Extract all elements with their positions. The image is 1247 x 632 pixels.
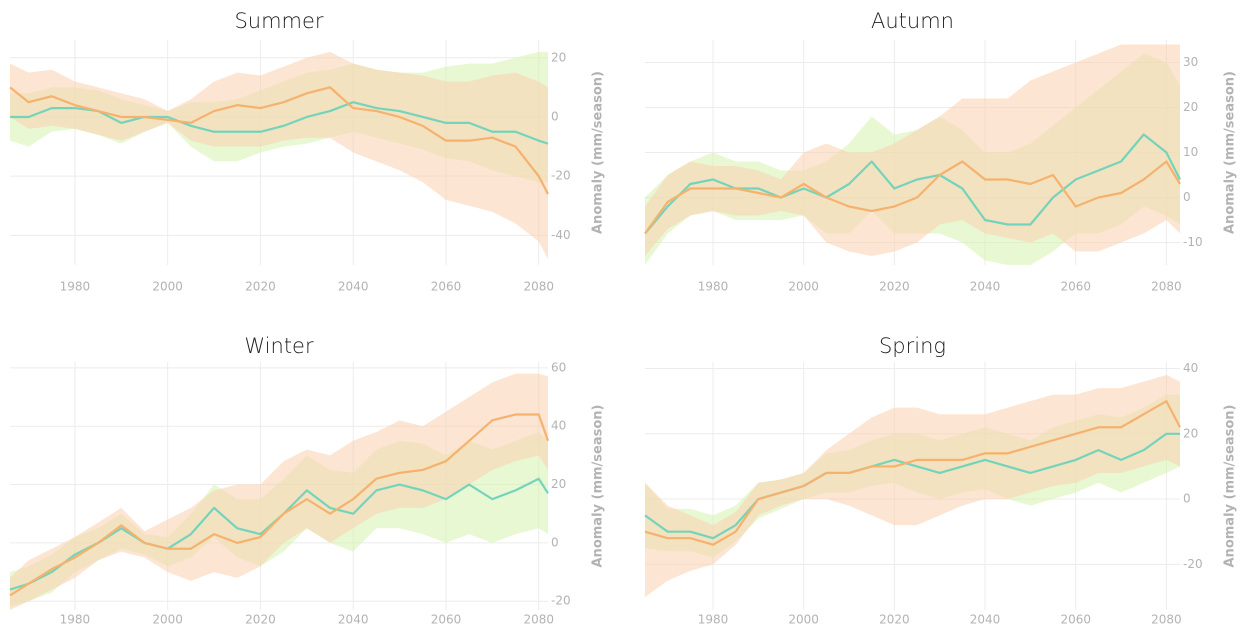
line [9, 86, 549, 195]
x-tick-label: 2060 [431, 280, 462, 294]
x-tick-label: 2000 [152, 280, 183, 294]
x-tick-label: 2000 [788, 613, 819, 627]
y-axis-label: Anomaly (mm/season) [1223, 405, 1238, 568]
y-axis-label: Anomaly (mm/season) [1223, 71, 1238, 234]
x-tick-label: 2080 [1151, 280, 1182, 294]
x-tick-label: 2060 [431, 613, 462, 627]
y-tick-label: 30 [1183, 55, 1198, 69]
y-tick-label: 10 [1183, 145, 1198, 159]
line [644, 432, 1180, 540]
chart-title: Spring [879, 334, 946, 358]
line [9, 413, 550, 597]
band [10, 373, 548, 610]
y-tick-label: 0 [551, 109, 559, 123]
x-tick-label: 2000 [788, 280, 819, 294]
x-tick-label: 2000 [152, 613, 183, 627]
band [10, 51, 548, 260]
y-tick-label: 0 [551, 535, 559, 549]
x-tick-label: 1980 [698, 613, 729, 627]
y-tick-label: 20 [1183, 426, 1198, 440]
x-tick-label: 2040 [970, 613, 1001, 627]
x-tick-label: 1980 [698, 280, 729, 294]
chart-title: Winter [244, 334, 314, 358]
y-tick-label: -20 [1183, 557, 1203, 571]
band [645, 44, 1180, 256]
x-tick-label: 2080 [523, 280, 554, 294]
x-tick-label: 2060 [1060, 613, 1091, 627]
y-tick-label: -20 [551, 169, 571, 183]
x-tick-label: 2020 [245, 613, 276, 627]
chart-title: Autumn [871, 9, 954, 33]
x-tick-label: 2040 [970, 280, 1001, 294]
x-tick-label: 2020 [879, 280, 910, 294]
y-axis-label: Anomaly (mm/season) [591, 405, 606, 568]
y-tick-label: -40 [551, 228, 571, 242]
y-tick-label: -10 [1183, 235, 1203, 249]
x-tick-label: 2040 [338, 613, 369, 627]
y-tick-label: 60 [551, 360, 566, 374]
line [644, 400, 1181, 546]
y-tick-label: 40 [551, 419, 566, 433]
chart-title: Summer [234, 9, 323, 33]
x-tick-label: 1980 [60, 613, 91, 627]
x-tick-label: 2020 [245, 280, 276, 294]
x-tick-label: 2080 [523, 613, 554, 627]
x-tick-label: 2020 [879, 613, 910, 627]
y-tick-label: 40 [1183, 361, 1198, 375]
band [645, 375, 1180, 597]
x-tick-label: 2080 [1151, 613, 1182, 627]
y-axis-label: Anomaly (mm/season) [591, 71, 606, 234]
line [644, 160, 1181, 235]
y-tick-label: 0 [1183, 492, 1191, 506]
x-tick-label: 2060 [1060, 280, 1091, 294]
y-tick-label: 20 [551, 50, 566, 64]
y-tick-label: 20 [1183, 100, 1198, 114]
y-tick-label: -20 [551, 594, 571, 608]
y-tick-label: 0 [1183, 190, 1191, 204]
x-tick-label: 2040 [338, 280, 369, 294]
x-tick-label: 1980 [60, 280, 91, 294]
y-tick-label: 20 [551, 477, 566, 491]
